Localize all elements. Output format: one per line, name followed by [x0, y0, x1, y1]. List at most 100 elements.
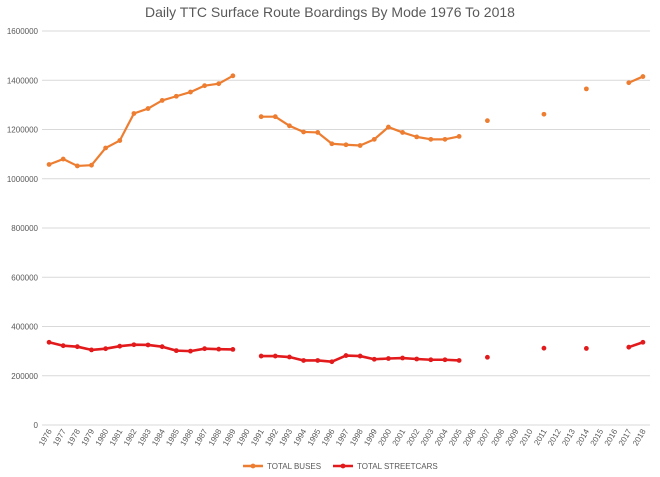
x-tick-label: 2003 [419, 427, 436, 447]
data-point [329, 141, 335, 147]
x-tick-label: 1980 [94, 427, 111, 447]
data-point [386, 124, 391, 130]
data-point [315, 358, 321, 363]
y-tick-label: 800000 [11, 224, 38, 233]
x-tick-label: 2012 [546, 427, 563, 447]
data-point [202, 346, 208, 352]
x-tick-label: 2007 [475, 427, 492, 447]
data-point [357, 353, 363, 359]
data-point [626, 80, 632, 86]
gridlines [42, 30, 650, 426]
x-tick-label: 2004 [433, 427, 450, 447]
x-tick-label: 1979 [80, 427, 97, 447]
data-point [131, 111, 137, 116]
x-tick-label: 1985 [164, 427, 181, 447]
data-point [216, 81, 222, 87]
data-point [60, 343, 66, 349]
x-tick-label: 1988 [207, 427, 224, 447]
x-tick-label: 2018 [631, 427, 648, 447]
legend-item: TOTAL BUSES [243, 462, 321, 471]
x-tick-label: 1982 [122, 427, 139, 447]
data-point [541, 345, 547, 351]
x-tick-label: 1997 [334, 427, 351, 447]
data-point [343, 142, 349, 148]
x-tick-label: 1990 [235, 427, 252, 447]
x-tick-label: 1993 [277, 427, 294, 447]
x-tick-label: 2002 [405, 427, 422, 447]
data-point [541, 111, 547, 117]
data-point [287, 354, 292, 360]
y-tick-label: 1600000 [7, 27, 39, 36]
x-tick-label: 1978 [65, 427, 82, 447]
legend-item: TOTAL STREETCARS [333, 462, 438, 471]
data-point [159, 98, 165, 103]
data-point [173, 93, 179, 99]
data-point [117, 138, 123, 143]
x-tick-label: 1983 [136, 427, 153, 447]
y-tick-label: 1200000 [7, 126, 39, 135]
data-point [89, 347, 94, 353]
series-line [48, 74, 234, 168]
series [46, 73, 646, 365]
series-line [628, 341, 644, 349]
x-tick-label: 1986 [179, 427, 196, 447]
x-tick-label: 1976 [37, 427, 54, 447]
x-tick-label: 1999 [362, 427, 379, 447]
y-axis-ticks: 0 200000 400000 600000 800000 1000000 1200000 1… [7, 27, 39, 430]
data-point [117, 343, 123, 349]
x-tick-label: 2016 [603, 427, 620, 447]
x-tick-label: 2009 [504, 427, 521, 447]
x-tick-label: 2001 [391, 427, 408, 447]
data-point [74, 344, 80, 350]
data-point [640, 339, 646, 345]
x-tick-label: 2015 [589, 427, 606, 447]
data-point [583, 346, 589, 351]
data-point [301, 358, 306, 363]
x-tick-label: 1995 [306, 427, 323, 447]
data-point [145, 106, 151, 111]
y-tick-label: 1400000 [7, 76, 39, 85]
data-point [89, 162, 94, 168]
x-tick-label: 2005 [447, 427, 464, 447]
x-tick-label: 1998 [348, 427, 365, 447]
data-point [131, 342, 137, 348]
legend: TOTAL BUSES TOTAL STREETCARS [243, 462, 438, 471]
data-point [400, 355, 405, 361]
data-point [329, 359, 335, 365]
y-tick-label: 400000 [11, 323, 38, 332]
data-point [230, 73, 236, 79]
data-point [60, 156, 66, 162]
chart-title: Daily TTC Surface Route Boardings By Mod… [145, 4, 515, 20]
x-tick-label: 1987 [193, 427, 210, 447]
data-point [159, 344, 165, 350]
data-point [103, 346, 109, 352]
x-tick-label: 2010 [518, 427, 535, 447]
data-point [46, 339, 52, 345]
x-tick-label: 1996 [320, 427, 337, 447]
y-tick-label: 0 [34, 421, 39, 430]
data-point [371, 356, 377, 362]
data-point [414, 134, 420, 140]
data-point [343, 353, 349, 358]
series-line [628, 75, 644, 84]
x-tick-label: 1989 [221, 427, 238, 447]
data-point [456, 133, 462, 139]
x-tick-label: 2000 [376, 427, 393, 447]
data-point [272, 353, 278, 359]
data-point [414, 356, 420, 362]
y-tick-label: 1000000 [7, 175, 39, 184]
x-tick-label: 1991 [249, 427, 266, 447]
data-point [258, 353, 264, 359]
x-tick-label: 2008 [490, 427, 507, 447]
x-tick-label: 2017 [617, 427, 634, 447]
x-tick-label: 2006 [461, 427, 478, 447]
data-point [301, 129, 306, 135]
data-point [287, 123, 292, 129]
x-tick-label: 2013 [560, 427, 577, 447]
data-point [484, 118, 490, 124]
data-point [103, 145, 109, 151]
data-point [484, 354, 490, 360]
data-point [46, 162, 52, 167]
data-point [428, 136, 434, 142]
x-tick-label: 1984 [150, 427, 167, 447]
